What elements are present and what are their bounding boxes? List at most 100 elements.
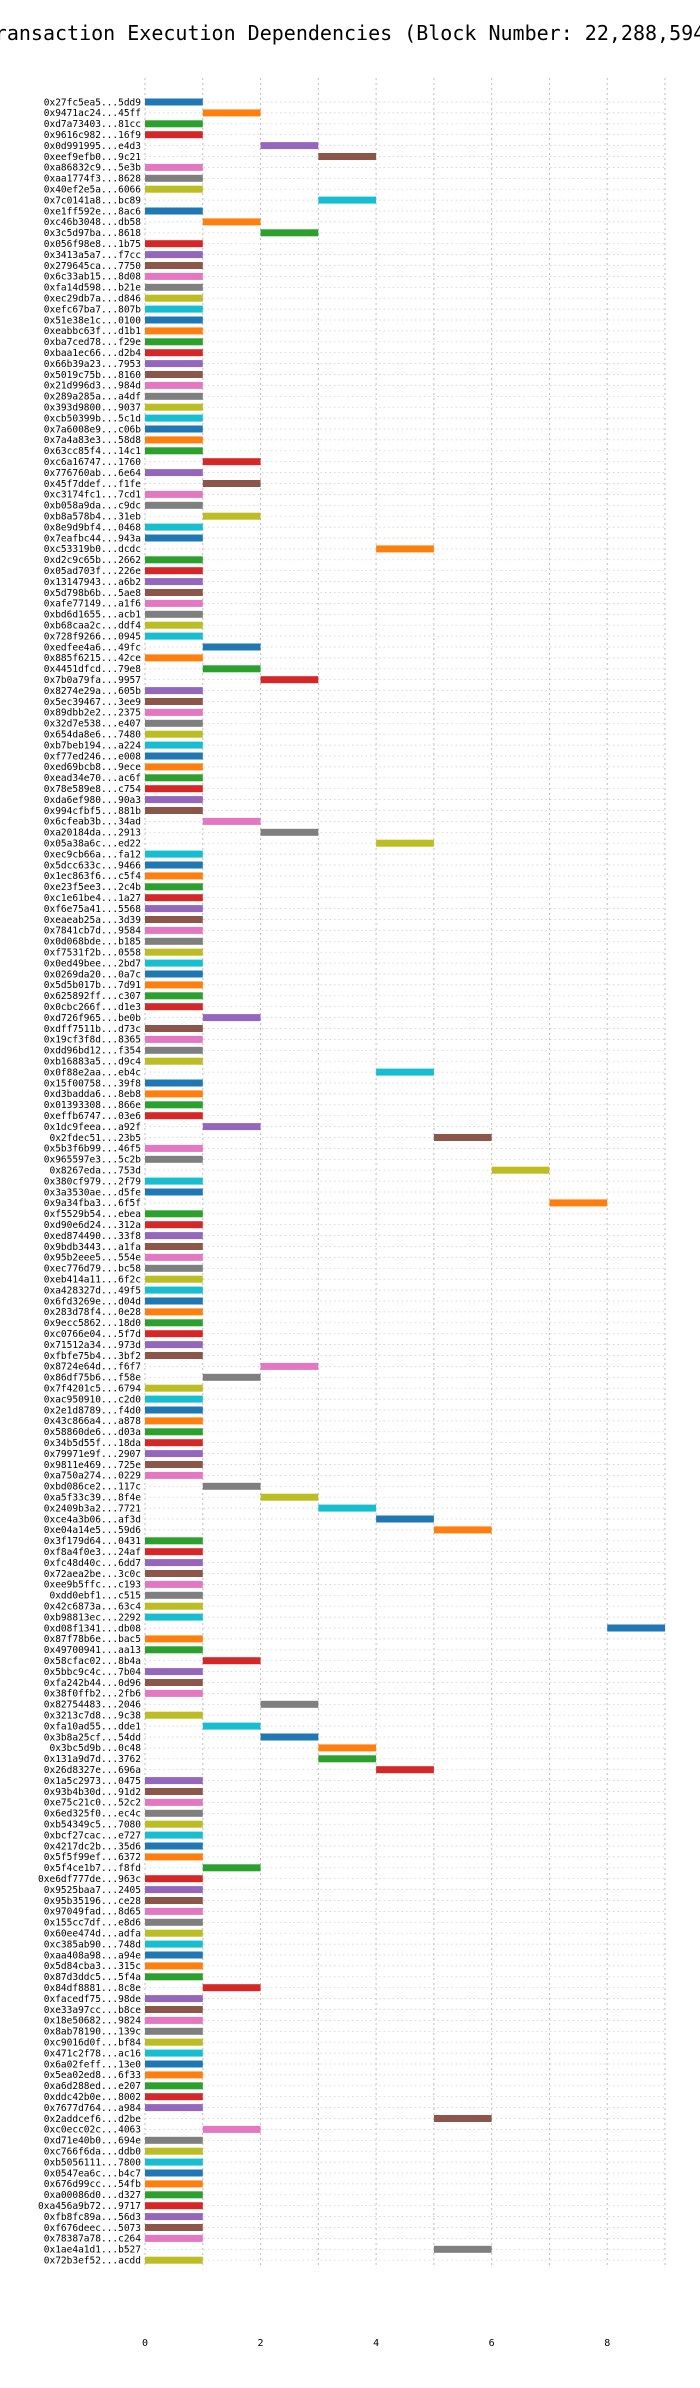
transaction-bar bbox=[145, 1591, 203, 1599]
transaction-bar bbox=[145, 589, 203, 596]
transaction-label: 0x3413a5a7...f7cc bbox=[44, 250, 141, 261]
transaction-bar bbox=[145, 1210, 203, 1218]
transaction-label: 0x6a02feff...13e0 bbox=[44, 2059, 142, 2070]
transaction-label: 0x3f179d64...0431 bbox=[44, 1536, 142, 1547]
transaction-bar bbox=[145, 305, 203, 313]
transaction-bar bbox=[549, 1199, 608, 1207]
transaction-label: 0x5f5f99ef...6372 bbox=[44, 1852, 141, 1863]
transaction-label: 0x8274e29a...605b bbox=[44, 686, 142, 697]
transaction-label: 0xc385ab90...748d bbox=[44, 1939, 141, 1950]
transaction-label: 0x6c33ab15...8d08 bbox=[44, 272, 142, 283]
transaction-bar bbox=[145, 1548, 203, 1556]
transaction-bar bbox=[145, 1253, 203, 1261]
transaction-bar bbox=[145, 708, 203, 716]
transaction-bar bbox=[145, 883, 203, 891]
transaction-label: 0x87f78b6e...bac5 bbox=[44, 1634, 141, 1645]
transaction-label: 0x0d991995...e4d3 bbox=[44, 141, 141, 152]
transaction-bar bbox=[145, 1035, 203, 1043]
transaction-label: 0x5dcc633c...9466 bbox=[44, 860, 142, 871]
transaction-bar bbox=[145, 2169, 203, 2177]
grid-lines bbox=[144, 78, 666, 2269]
transaction-label: 0x7c0141a8...bc89 bbox=[44, 195, 142, 206]
transaction-bar bbox=[145, 403, 203, 411]
transaction-bar bbox=[145, 2256, 203, 2264]
transaction-bar bbox=[145, 163, 203, 171]
transaction-label: 0x58860de6...d03a bbox=[44, 1427, 141, 1438]
transaction-label: 0x5d84cba3...315c bbox=[44, 1961, 141, 1972]
transaction-label: 0x78e589e8...c754 bbox=[44, 784, 142, 795]
transaction-label: 0x15f00758...39f8 bbox=[44, 1078, 142, 1089]
transaction-bar bbox=[260, 828, 319, 836]
transaction-label: 0xfa242b44...0d96 bbox=[44, 1678, 142, 1689]
transaction-bar bbox=[202, 1864, 261, 1872]
transaction-label: 0x19cf3f8d...8365 bbox=[44, 1035, 141, 1046]
transaction-label: 0x0f88e2aa...eb4c bbox=[44, 1067, 141, 1078]
transaction-label: 0xc53319b0...dcdc bbox=[44, 544, 141, 555]
transaction-bar bbox=[145, 905, 203, 913]
transaction-label: 0x885f6215...42ce bbox=[44, 653, 142, 664]
transaction-label: 0x9bdb3443...a1fa bbox=[44, 1242, 141, 1253]
transaction-label: 0xb8a578b4...31eb bbox=[44, 512, 142, 523]
transaction-label: 0x676d99cc...54fb bbox=[44, 2179, 142, 2190]
transaction-bar bbox=[145, 1319, 203, 1327]
transaction-bar bbox=[145, 349, 203, 357]
transaction-label: 0xd7a73403...81cc bbox=[44, 119, 141, 130]
transaction-label: 0x5b3f6b99...46f5 bbox=[44, 1144, 141, 1155]
transaction-bar bbox=[145, 1580, 203, 1588]
transaction-label: 0x9a34fba3...6f5f bbox=[44, 1198, 141, 1209]
transaction-bar bbox=[260, 1493, 319, 1501]
transaction-label: 0xc1e61be4...1a27 bbox=[44, 893, 141, 904]
transaction-label: 0x6cfeab3b...34ad bbox=[44, 817, 141, 828]
transaction-label: 0xa5f33c39...8f4e bbox=[44, 1493, 142, 1504]
transaction-bar bbox=[145, 1177, 203, 1185]
transaction-bar bbox=[145, 414, 203, 422]
transaction-label: 0xec776d79...bc58 bbox=[44, 1264, 142, 1275]
transaction-label: 0xb68caa2c...ddf4 bbox=[44, 621, 142, 632]
transaction-bar bbox=[433, 2115, 492, 2122]
transaction-label: 0x1a5c2973...0475 bbox=[44, 1776, 141, 1787]
transaction-label: 0x8ab78190...139c bbox=[44, 2027, 141, 2038]
transaction-label: 0x7eafbc44...943a bbox=[44, 533, 141, 544]
transaction-bar bbox=[145, 1046, 203, 1054]
transaction-bar bbox=[145, 360, 203, 368]
transaction-bar bbox=[260, 229, 319, 237]
transaction-bar bbox=[376, 545, 434, 553]
transaction-label: 0x625892ff...c307 bbox=[44, 991, 141, 1002]
transaction-label: 0xed874490...33f8 bbox=[44, 1231, 142, 1242]
transaction-bar bbox=[145, 1853, 203, 1861]
transaction-label: 0x283d78f4...0e28 bbox=[44, 1307, 142, 1318]
transaction-bar bbox=[376, 1068, 434, 1076]
transaction-label: 0xcb50399b...5c1d bbox=[44, 413, 141, 424]
transaction-bar bbox=[145, 1352, 203, 1359]
transaction-bar bbox=[145, 1897, 203, 1904]
transaction-label: 0xdd0ebf1...c515 bbox=[49, 1591, 141, 1602]
transaction-bar bbox=[202, 109, 261, 117]
transaction-label: 0xa20184da...2913 bbox=[44, 828, 141, 839]
transaction-bar bbox=[145, 2006, 203, 2013]
transaction-bar bbox=[145, 1711, 203, 1719]
x-tick-label: 0 bbox=[142, 2338, 148, 2349]
transaction-bar bbox=[202, 1984, 261, 1992]
transaction-label: 0xf5529b54...ebea bbox=[44, 1209, 141, 1220]
transaction-bar bbox=[145, 1286, 203, 1294]
transaction-bar bbox=[145, 1471, 203, 1479]
transaction-bar bbox=[145, 1995, 203, 2003]
transaction-bar bbox=[145, 621, 203, 629]
transaction-label: 0xd08f1341...db08 bbox=[44, 1623, 142, 1634]
transaction-label: 0x42c6873a...63c4 bbox=[44, 1602, 142, 1613]
transaction-label: 0x49700941...aa13 bbox=[44, 1645, 141, 1656]
transaction-label: 0x0cbc266f...d1e3 bbox=[44, 1002, 141, 1013]
transaction-bar bbox=[145, 1112, 203, 1120]
transaction-bar bbox=[145, 1275, 203, 1283]
transaction-bar bbox=[145, 2027, 203, 2035]
transaction-label: 0xc0ecc02c...4063 bbox=[44, 2125, 141, 2136]
transaction-bar bbox=[145, 240, 203, 248]
transaction-labels: 0x27fc5ea5...5dd90x9471ac24...45ff0xd7a7… bbox=[38, 97, 141, 2266]
transaction-label: 0xf77ed246...e008 bbox=[44, 751, 142, 762]
transaction-label: 0x6ed325f0...ec4c bbox=[44, 1809, 141, 1820]
transaction-bar bbox=[433, 2245, 492, 2253]
transaction-label: 0x7841cb7d...9584 bbox=[44, 926, 142, 937]
transaction-label: 0x3213c7d8...9c38 bbox=[44, 1711, 142, 1722]
transaction-label: 0xac950910...c2d0 bbox=[44, 1394, 142, 1405]
